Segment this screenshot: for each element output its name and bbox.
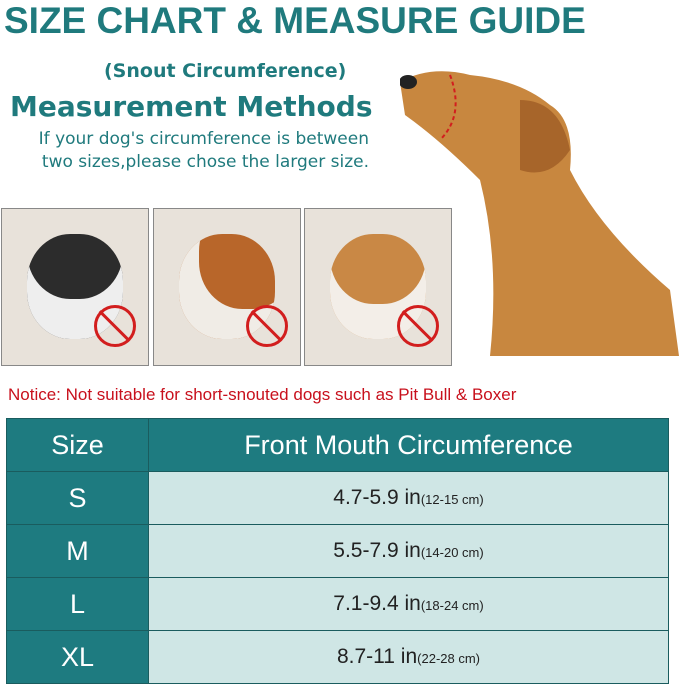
size-table: Size Front Mouth Circumference S 4.7-5.9 … xyxy=(6,418,669,684)
subtitle: (Snout Circumference) xyxy=(104,60,347,82)
notice-text: Notice: Not suitable for short-snouted d… xyxy=(8,385,517,404)
no-sign-icon xyxy=(246,305,288,347)
hint-text: If your dog's circumference is between t… xyxy=(38,129,369,172)
value-cell: 4.7-5.9 in(12-15 cm) xyxy=(148,471,669,525)
table-row: XL 8.7-11 in(22-28 cm) xyxy=(6,630,669,684)
cm-value: (14-20 cm) xyxy=(420,545,484,560)
size-cell: XL xyxy=(6,630,149,684)
table-header-row: Size Front Mouth Circumference xyxy=(6,418,669,472)
inch-value: 7.1-9.4 in xyxy=(333,592,421,615)
inch-value: 4.7-5.9 in xyxy=(333,486,421,509)
size-header: Size xyxy=(6,418,149,472)
heading: Measurement Methods xyxy=(10,90,373,123)
circumference-header: Front Mouth Circumference xyxy=(148,418,669,472)
cm-value: (18-24 cm) xyxy=(420,598,484,613)
page-title: SIZE CHART & MEASURE GUIDE xyxy=(4,0,586,41)
value-cell: 8.7-11 in(22-28 cm) xyxy=(148,630,669,684)
inch-value: 8.7-11 in xyxy=(336,645,418,668)
boxer-photo xyxy=(153,208,301,366)
inch-value: 5.5-7.9 in xyxy=(333,539,421,562)
size-cell: L xyxy=(6,577,149,631)
value-cell: 7.1-9.4 in(18-24 cm) xyxy=(148,577,669,631)
english-bulldog-photo xyxy=(304,208,452,366)
no-sign-icon xyxy=(94,305,136,347)
size-cell: S xyxy=(6,471,149,525)
dog-measuring-photo xyxy=(400,71,679,356)
cm-value: (12-15 cm) xyxy=(420,492,484,507)
size-cell: M xyxy=(6,524,149,578)
value-cell: 5.5-7.9 in(14-20 cm) xyxy=(148,524,669,578)
no-sign-icon xyxy=(397,305,439,347)
bulldog-photo xyxy=(1,208,149,366)
cm-value: (22-28 cm) xyxy=(417,651,481,666)
table-row: M 5.5-7.9 in(14-20 cm) xyxy=(6,524,669,578)
table-row: S 4.7-5.9 in(12-15 cm) xyxy=(6,471,669,525)
table-row: L 7.1-9.4 in(18-24 cm) xyxy=(6,577,669,631)
